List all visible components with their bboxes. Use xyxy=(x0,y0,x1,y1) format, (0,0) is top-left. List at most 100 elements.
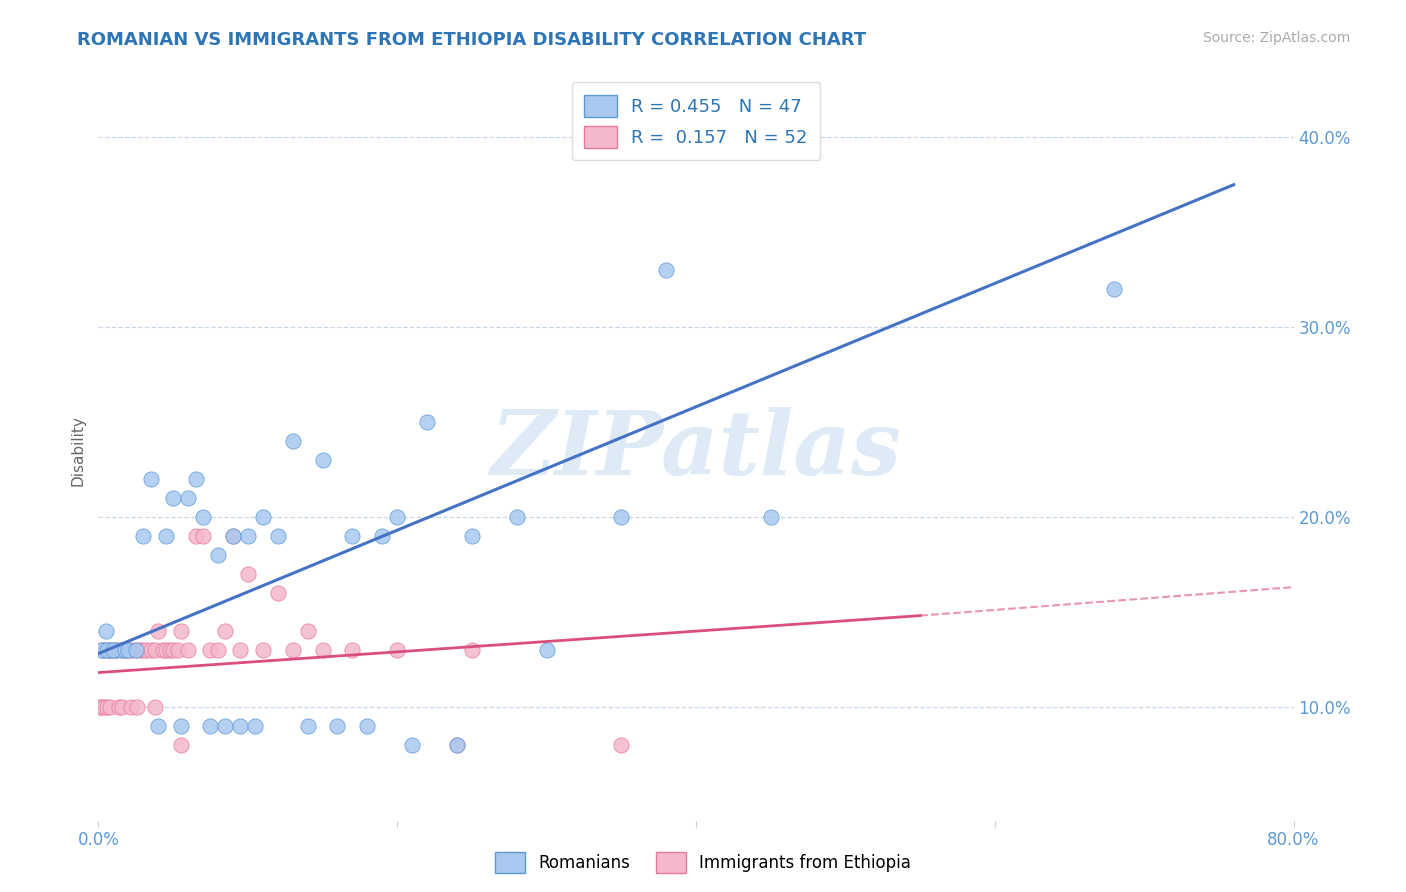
Point xyxy=(236,566,259,581)
Point xyxy=(114,642,136,657)
Point xyxy=(135,642,157,657)
Point xyxy=(89,699,111,714)
Point xyxy=(120,642,142,657)
Point xyxy=(759,509,782,524)
Point xyxy=(143,642,166,657)
Point xyxy=(385,509,409,524)
Point xyxy=(191,529,214,543)
Point xyxy=(139,642,162,657)
Point xyxy=(148,719,170,733)
Point xyxy=(129,642,152,657)
Legend: R = 0.455   N = 47, R =  0.157   N = 52: R = 0.455 N = 47, R = 0.157 N = 52 xyxy=(572,82,820,161)
Point xyxy=(91,642,114,657)
Point xyxy=(117,642,139,657)
Point xyxy=(236,529,259,543)
Point xyxy=(1104,282,1126,296)
Point xyxy=(207,548,229,562)
Point xyxy=(416,415,439,429)
Point xyxy=(90,642,112,657)
Point xyxy=(342,642,364,657)
Point xyxy=(125,642,148,657)
Point xyxy=(94,642,117,657)
Legend: Romanians, Immigrants from Ethiopia: Romanians, Immigrants from Ethiopia xyxy=(489,846,917,880)
Point xyxy=(169,738,191,752)
Point xyxy=(281,642,304,657)
Point xyxy=(207,642,229,657)
Point xyxy=(105,642,128,657)
Point xyxy=(191,509,214,524)
Point xyxy=(311,453,333,467)
Point xyxy=(184,472,207,486)
Point xyxy=(111,699,134,714)
Point xyxy=(267,586,290,600)
Point xyxy=(281,434,304,448)
Point xyxy=(267,529,290,543)
Point xyxy=(169,624,191,638)
Point xyxy=(610,738,633,752)
Point xyxy=(177,642,200,657)
Point xyxy=(98,699,122,714)
Point xyxy=(132,642,155,657)
Point xyxy=(162,491,184,505)
Point xyxy=(143,699,166,714)
Point xyxy=(125,642,148,657)
Point xyxy=(155,642,177,657)
Point xyxy=(103,642,125,657)
Point xyxy=(120,699,142,714)
Point xyxy=(132,529,155,543)
Point xyxy=(98,642,122,657)
Point xyxy=(110,642,132,657)
Point xyxy=(110,642,132,657)
Point xyxy=(356,719,378,733)
Point xyxy=(177,491,200,505)
Point xyxy=(148,624,170,638)
Point xyxy=(214,719,236,733)
Text: ZIPatlas: ZIPatlas xyxy=(491,408,901,493)
Point xyxy=(401,738,423,752)
Point xyxy=(117,642,139,657)
Point xyxy=(105,642,128,657)
Point xyxy=(229,642,252,657)
Point xyxy=(222,529,245,543)
Point xyxy=(166,642,188,657)
Point xyxy=(229,719,252,733)
Point xyxy=(252,509,274,524)
Point xyxy=(169,719,191,733)
Point xyxy=(326,719,349,733)
Point xyxy=(371,529,394,543)
Point xyxy=(139,472,162,486)
Point xyxy=(506,509,529,524)
Point xyxy=(155,529,177,543)
Point xyxy=(93,699,115,714)
Point xyxy=(94,624,117,638)
Text: ROMANIAN VS IMMIGRANTS FROM ETHIOPIA DISABILITY CORRELATION CHART: ROMANIAN VS IMMIGRANTS FROM ETHIOPIA DIS… xyxy=(77,31,866,49)
Point xyxy=(91,642,114,657)
Y-axis label: Disability: Disability xyxy=(70,415,86,486)
Point xyxy=(114,642,136,657)
Point xyxy=(461,529,484,543)
Point xyxy=(200,642,222,657)
Point xyxy=(214,624,236,638)
Point xyxy=(245,719,267,733)
Point xyxy=(536,642,558,657)
Point xyxy=(96,699,118,714)
Point xyxy=(446,738,468,752)
Point xyxy=(127,699,149,714)
Text: Source: ZipAtlas.com: Source: ZipAtlas.com xyxy=(1202,31,1350,45)
Point xyxy=(184,529,207,543)
Point xyxy=(96,642,118,657)
Point xyxy=(162,642,184,657)
Point xyxy=(446,738,468,752)
Point xyxy=(200,719,222,733)
Point xyxy=(252,642,274,657)
Point xyxy=(311,642,333,657)
Point xyxy=(297,624,319,638)
Point xyxy=(90,699,112,714)
Point xyxy=(103,642,125,657)
Point xyxy=(297,719,319,733)
Point xyxy=(108,699,131,714)
Point xyxy=(385,642,409,657)
Point xyxy=(610,509,633,524)
Point xyxy=(342,529,364,543)
Point xyxy=(97,642,120,657)
